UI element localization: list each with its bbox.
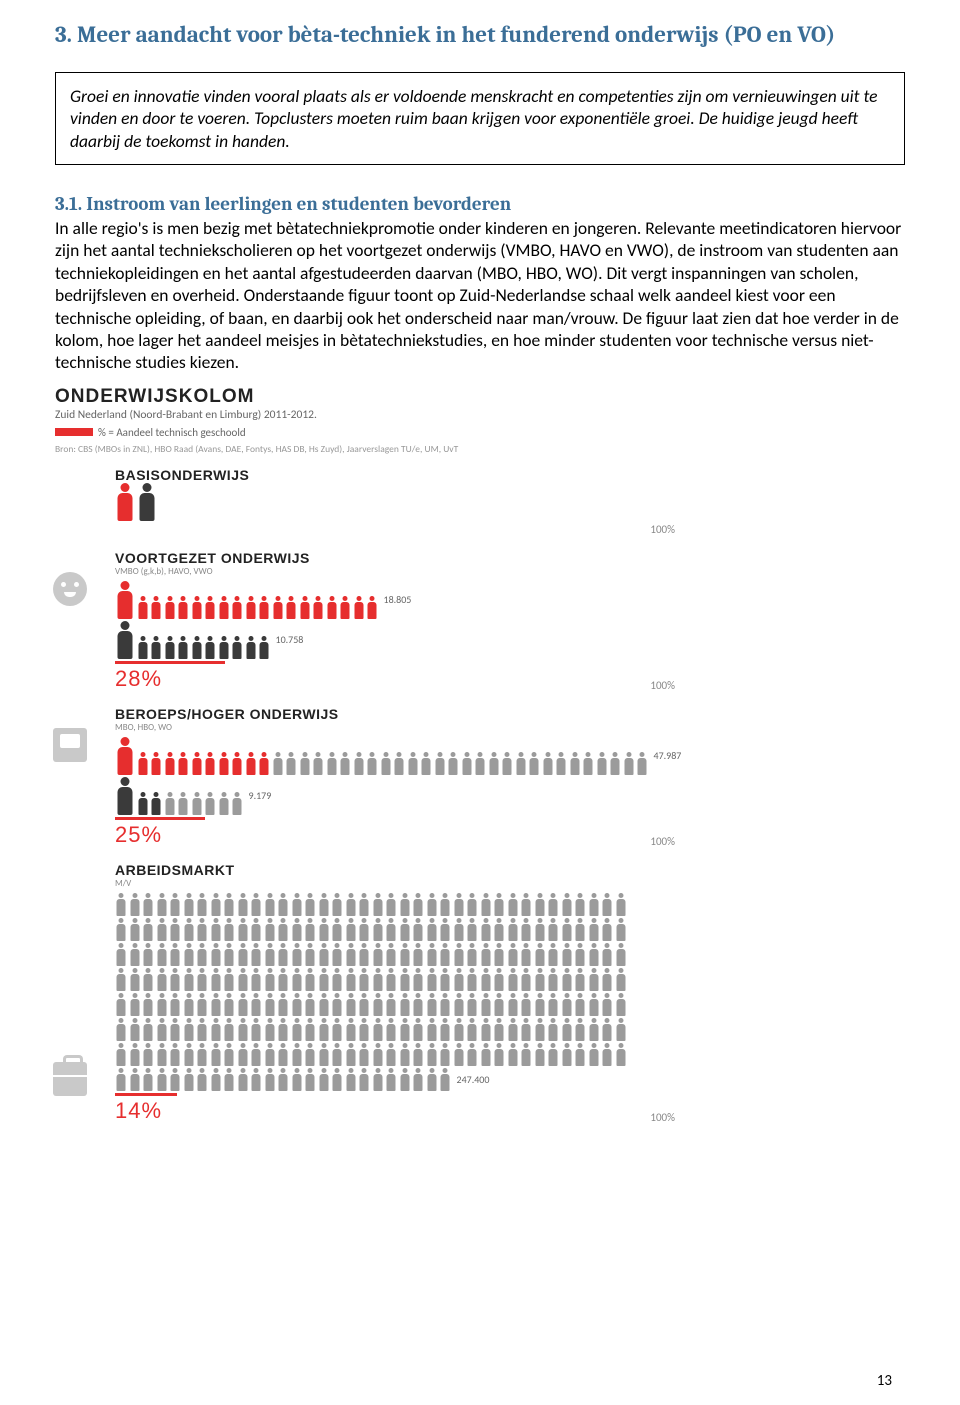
bho-sub: MBO, HBO, WO (115, 722, 685, 733)
arb-sub: M/V (115, 878, 685, 889)
vo-pct: 28% (115, 666, 162, 692)
bho-pct: 25% (115, 822, 162, 848)
vo-title: VOORTGEZET ONDERWIJS (115, 550, 685, 566)
person-icon (115, 737, 135, 775)
intro-box: Groei en innovatie vinden vooral plaats … (55, 72, 905, 165)
person-icon (115, 581, 135, 619)
infographic-title: ONDERWIJSKOLOM (55, 386, 685, 408)
infographic-subtitle: Zuid Nederland (Noord-Brabant en Limburg… (55, 408, 685, 422)
vo-count-f: 10.758 (276, 633, 304, 646)
underline (115, 1093, 177, 1096)
vo-row-female: 10.758 (115, 621, 685, 659)
section-basisonderwijs: BASISONDERWIJS 100% (55, 467, 685, 536)
arb-pct: 14% (115, 1098, 162, 1124)
arb-count: 247.400 (457, 1073, 490, 1086)
vo-row-male: 18.805 (115, 581, 685, 619)
subsection-heading: 3.1. Instroom van leerlingen en studente… (107, 193, 905, 215)
basis-title: BASISONDERWIJS (115, 467, 685, 483)
basis-people (115, 483, 685, 521)
arb-title: ARBEIDSMARKT (115, 862, 685, 878)
bho-title: BEROEPS/HOGER ONDERWIJS (115, 706, 685, 722)
arb-pct-row: 14% 100% (115, 1098, 685, 1124)
pct-100: 100% (650, 835, 675, 848)
onderwijskolom-infographic: ONDERWIJSKOLOM Zuid Nederland (Noord-Bra… (55, 386, 685, 1124)
arb-last-row: 247.400 (115, 1068, 685, 1091)
face-icon (53, 572, 87, 606)
vo-count-m: 18.805 (384, 593, 412, 606)
bho-row-male: 47.987 (115, 737, 685, 775)
briefcase-icon (53, 1062, 87, 1096)
underline (115, 817, 205, 820)
vo-pct-row: 28% 100% (115, 666, 685, 692)
arb-people-grid (115, 893, 685, 1066)
person-icon (115, 621, 135, 659)
page-number: 13 (877, 1372, 892, 1390)
bho-row-female: 9.179 (115, 777, 685, 815)
vo-sub: VMBO (g,k,b), HAVO, VWO (115, 566, 685, 577)
bho-count-f: 9.179 (249, 789, 272, 802)
legend-label: % = Aandeel technisch geschoold (98, 426, 246, 439)
person-icon (137, 483, 157, 521)
pct-100: 100% (650, 523, 675, 536)
section-arbeidsmarkt: ARBEIDSMARKT M/V 247.400 14% 100% (55, 862, 685, 1124)
school-icon (53, 728, 87, 762)
body-paragraph: In alle regio's is men bezig met bètatec… (55, 217, 905, 374)
person-icon (115, 777, 135, 815)
source-line: Bron: CBS (MBOs in ZNL), HBO Raad (Avans… (55, 443, 685, 455)
bho-count-m: 47.987 (654, 749, 682, 762)
legend: % = Aandeel technisch geschoold (55, 426, 685, 439)
section-heading: 3. Meer aandacht voor bèta-techniek in h… (77, 20, 905, 50)
legend-swatch (55, 428, 93, 436)
person-icon (115, 483, 135, 521)
pct-100: 100% (650, 679, 675, 692)
bho-pct-row: 25% 100% (115, 822, 685, 848)
underline (115, 661, 225, 664)
intro-text: Groei en innovatie vinden vooral plaats … (70, 85, 878, 152)
basis-pct-row: 100% (115, 523, 685, 536)
pct-100: 100% (650, 1111, 675, 1124)
section-voortgezet: VOORTGEZET ONDERWIJS VMBO (g,k,b), HAVO,… (55, 550, 685, 692)
section-beroeps: BEROEPS/HOGER ONDERWIJS MBO, HBO, WO 47.… (55, 706, 685, 848)
